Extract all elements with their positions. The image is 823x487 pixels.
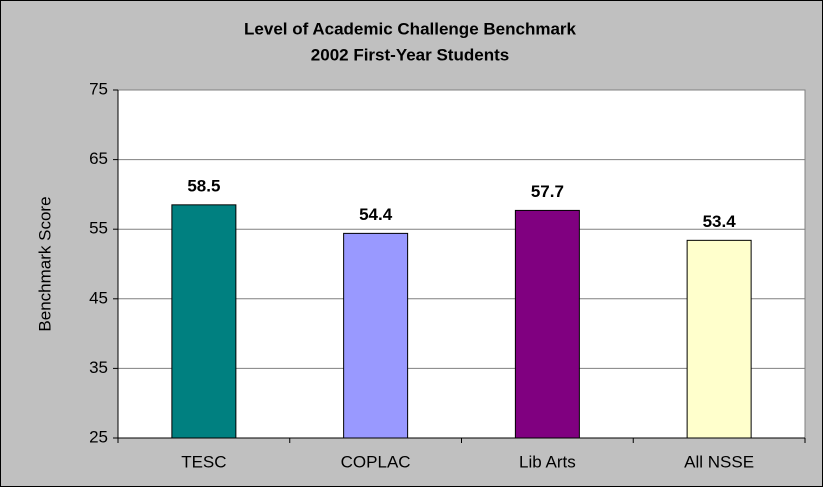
y-tick-label: 25 (89, 427, 108, 446)
value-label: 58.5 (187, 176, 220, 195)
x-tick-label: TESC (181, 452, 226, 471)
value-label: 57.7 (531, 182, 564, 201)
y-tick-label: 65 (89, 149, 108, 168)
bar (171, 204, 237, 439)
bar (343, 232, 409, 439)
y-tick-label: 55 (89, 219, 108, 238)
y-tick-label: 45 (89, 288, 108, 307)
chart-subtitle: 2002 First-Year Students (311, 45, 509, 64)
chart-title: Level of Academic Challenge Benchmark (244, 19, 576, 38)
y-tick-label: 35 (89, 358, 108, 377)
y-axis-label: Benchmark Score (35, 196, 54, 331)
bar (686, 239, 752, 439)
x-tick-label: COPLAC (341, 452, 411, 471)
bar (514, 209, 580, 439)
value-label: 53.4 (703, 212, 737, 231)
y-tick-label: 75 (89, 79, 108, 98)
value-label: 54.4 (359, 205, 393, 224)
x-tick-label: Lib Arts (519, 452, 576, 471)
x-tick-label: All NSSE (684, 452, 754, 471)
